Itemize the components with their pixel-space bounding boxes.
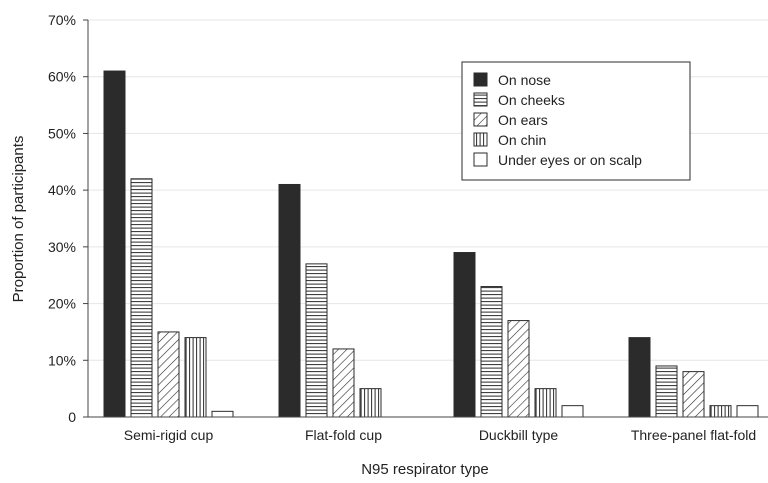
x-tick-label: Semi-rigid cup: [124, 427, 214, 443]
bar-on-ears-three-panel-flat-fold: [682, 371, 705, 418]
legend-box: [461, 61, 691, 181]
bar-on-chin-three-panel-flat-fold: [709, 405, 732, 418]
y-axis-title: Proportion of participants: [10, 136, 27, 303]
gridlines: [88, 19, 768, 361]
legend-label: Under eyes or on scalp: [498, 152, 642, 168]
bar-on-nose-flat-fold-cup: [278, 183, 301, 418]
y-tick-label: 30%: [48, 239, 76, 255]
bar-on-nose-semi-rigid-cup: [103, 70, 126, 418]
legend-swatch-on-chin: [473, 132, 488, 147]
legend-swatch-on-ears: [473, 112, 488, 127]
bar-under-eyes-or-on-scalp-semi-rigid-cup: [211, 410, 234, 418]
bar-on-ears-duckbill-type: [507, 320, 530, 418]
y-tick-label: 10%: [48, 352, 76, 368]
bar-under-eyes-or-on-scalp-duckbill-type: [561, 405, 584, 418]
bar-on-cheeks-semi-rigid-cup: [130, 178, 153, 418]
y-tick-label: 20%: [48, 296, 76, 312]
bar-on-chin-duckbill-type: [534, 388, 557, 418]
bar-on-cheeks-flat-fold-cup: [305, 263, 328, 418]
x-axis-title: N95 respirator type: [361, 461, 489, 478]
y-tick-label: 60%: [48, 69, 76, 85]
legend-swatch-under-eyes-or-on-scalp: [473, 152, 488, 167]
bar-on-cheeks-duckbill-type: [480, 286, 503, 418]
y-tick-label: 0: [68, 409, 76, 425]
x-tick-label: Flat-fold cup: [305, 427, 382, 443]
bar-on-nose-three-panel-flat-fold: [628, 337, 651, 418]
bars: [103, 70, 759, 418]
legend-label: On nose: [498, 72, 551, 88]
bar-on-ears-flat-fold-cup: [332, 348, 355, 418]
x-tick-label: Three-panel flat-fold: [631, 427, 756, 443]
bar-on-nose-duckbill-type: [453, 252, 476, 418]
legend-label: On cheeks: [498, 92, 565, 108]
legend-swatch-on-nose: [473, 72, 488, 87]
legend-label: On ears: [498, 112, 548, 128]
bar-on-ears-semi-rigid-cup: [157, 331, 180, 418]
y-tick-label: 50%: [48, 125, 76, 141]
bar-on-chin-flat-fold-cup: [359, 388, 382, 418]
legend-label: On chin: [498, 132, 546, 148]
x-tick-label: Duckbill type: [479, 427, 559, 443]
bar-on-cheeks-three-panel-flat-fold: [655, 365, 678, 418]
legend: On nose On cheeks On ears On chin Under eyes…: [461, 61, 691, 181]
y-tick-label: 40%: [48, 182, 76, 198]
legend-swatch-on-cheeks: [473, 92, 488, 107]
y-tick-label: 70%: [48, 12, 76, 28]
bar-under-eyes-or-on-scalp-three-panel-flat-fold: [736, 405, 759, 418]
bar-on-chin-semi-rigid-cup: [184, 337, 207, 418]
axes: 0 10% 20% 30% 40% 50% 60% 70% Semi-rigid cup Flat…: [10, 12, 768, 478]
